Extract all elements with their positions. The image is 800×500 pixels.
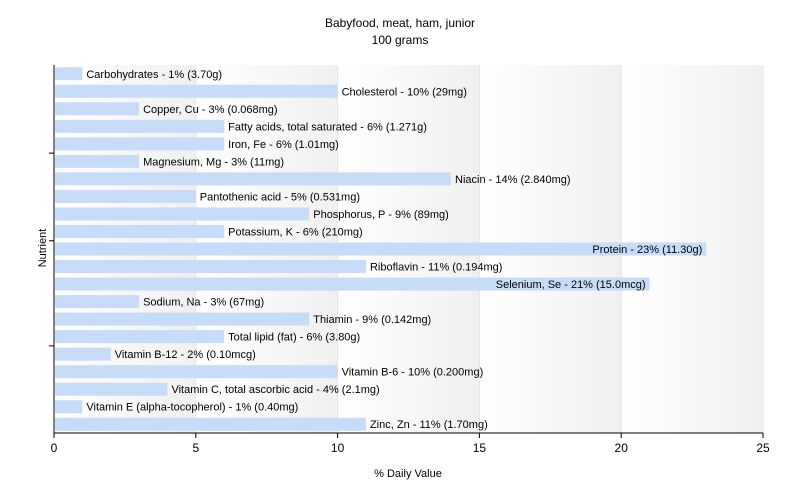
x-tick-labels: 0 5 10 15 20 25: [51, 433, 770, 455]
bar: [55, 417, 366, 431]
bar: [55, 102, 140, 116]
x-tick-label: 15: [473, 441, 487, 455]
bar: [55, 154, 140, 168]
bar-series: [55, 67, 707, 431]
bar: [55, 365, 338, 379]
bar: [55, 295, 140, 309]
bar-label: Protein - 23% (11.30g): [592, 244, 702, 256]
bar: [55, 207, 310, 221]
chart-subtitle: 100 grams: [372, 33, 429, 47]
bar-label: Riboflavin - 11% (0.194mg): [370, 262, 502, 274]
bar-label: Iron, Fe - 6% (1.01mg): [228, 139, 339, 151]
y-axis-label: Nutrient: [37, 229, 49, 268]
bar-label: Carbohydrates - 1% (3.70g): [86, 69, 222, 81]
bar-label: Phosphorus, P - 9% (89mg): [313, 209, 449, 221]
bar-label: Copper, Cu - 3% (0.068mg): [143, 104, 278, 116]
bar-label: Vitamin C, total ascorbic acid - 4% (2.1…: [171, 384, 379, 396]
bar: [55, 84, 338, 98]
bar: [55, 189, 196, 203]
bar-labels: Carbohydrates - 1% (3.70g) Cholesterol - …: [86, 69, 702, 431]
x-axis-label: % Daily Value: [374, 468, 442, 480]
bar-label: Fatty acids, total saturated - 6% (1.271…: [228, 121, 427, 133]
bar: [55, 400, 83, 414]
bar: [55, 119, 225, 133]
bar: [55, 172, 452, 186]
bar-label: Pantothenic acid - 5% (0.531mg): [200, 191, 360, 203]
bar: [55, 137, 225, 151]
bar: [55, 382, 168, 396]
bar: [55, 224, 225, 238]
bar-label: Selenium, Se - 21% (15.0mcg): [496, 279, 646, 291]
x-tick-label: 25: [756, 441, 770, 455]
bar: [55, 242, 707, 256]
bar-label: Thiamin - 9% (0.142mg): [313, 314, 431, 326]
x-tick-label: 0: [51, 441, 58, 455]
bar-label: Sodium, Na - 3% (67mg): [143, 297, 264, 309]
bar-label: Total lipid (fat) - 6% (3.80g): [228, 332, 360, 344]
bar: [55, 312, 310, 326]
chart-title: Babyfood, meat, ham, junior: [325, 16, 475, 30]
bar: [55, 277, 650, 291]
bar-label: Vitamin E (alpha-tocopherol) - 1% (0.40m…: [86, 402, 298, 414]
x-tick-label: 10: [331, 441, 345, 455]
bar-label: Zinc, Zn - 11% (1.70mg): [370, 419, 488, 431]
x-tick-label: 20: [615, 441, 629, 455]
bar: [55, 67, 83, 81]
axes: [49, 65, 763, 434]
bar: [55, 260, 366, 274]
bar: [55, 330, 225, 344]
bar-label: Vitamin B-6 - 10% (0.200mg): [342, 367, 484, 379]
bar-label: Potassium, K - 6% (210mg): [228, 226, 363, 238]
bar-label: Cholesterol - 10% (29mg): [342, 86, 467, 98]
bar-label: Magnesium, Mg - 3% (11mg): [143, 156, 284, 168]
bar: [55, 347, 111, 361]
bar-label: Vitamin B-12 - 2% (0.10mcg): [115, 349, 256, 361]
x-tick-label: 5: [192, 441, 199, 455]
bar-label: Niacin - 14% (2.840mg): [455, 174, 571, 186]
